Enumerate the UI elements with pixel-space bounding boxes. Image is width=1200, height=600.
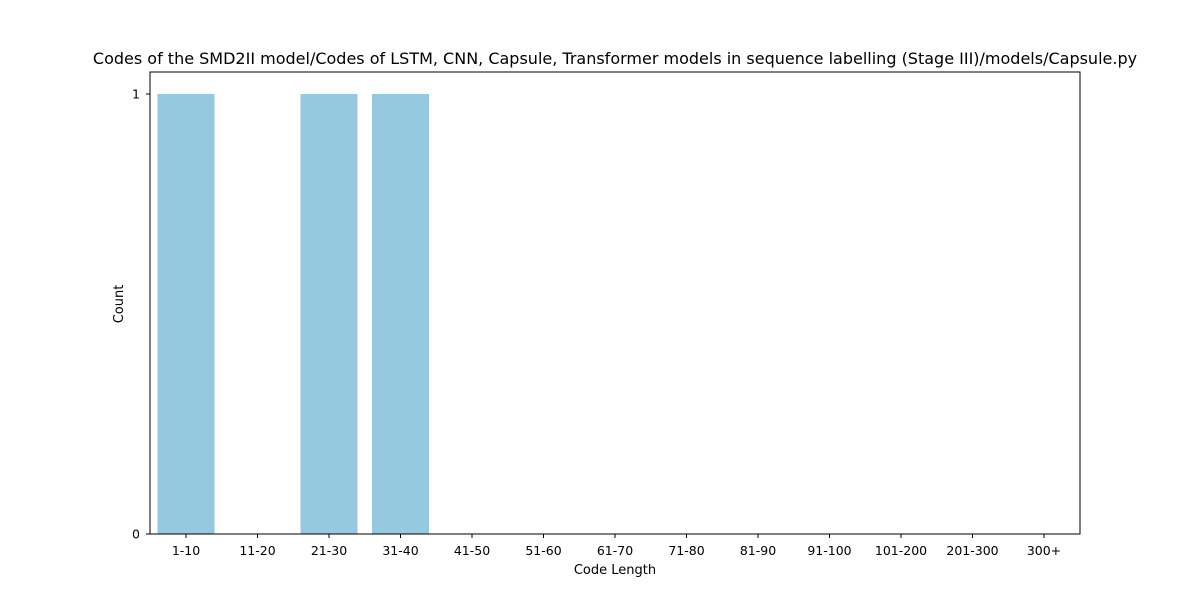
y-ticks-layer: 01 [132,87,150,542]
x-tick-label: 11-20 [239,543,275,558]
x-tick-label: 1-10 [172,543,200,558]
x-tick-label: 81-90 [740,543,776,558]
x-tick-label: 51-60 [525,543,561,558]
y-axis-label: Count [112,285,127,324]
chart-title: Codes of the SMD2II model/Codes of LSTM,… [93,49,1137,68]
bar-1-10 [157,94,215,534]
x-tick-label: 41-50 [454,543,490,558]
bar-21-30 [300,94,358,534]
x-tick-label: 91-100 [807,543,851,558]
x-tick-label: 201-300 [946,543,998,558]
x-tick-label: 71-80 [668,543,704,558]
x-tick-label: 101-200 [875,543,927,558]
x-tick-label: 300+ [1027,543,1061,558]
x-tick-label: 61-70 [597,543,633,558]
x-axis-label: Code Length [574,563,656,578]
bars-layer [157,94,429,534]
x-tick-label: 31-40 [382,543,418,558]
plot-frame [149,71,1081,535]
x-tick-label: 21-30 [311,543,347,558]
x-ticks-layer: 1-10 11-20 21-30 31-40 41-50 51-60 61-70 71-80 8… [172,534,1061,558]
y-tick-label: 1 [132,87,140,102]
y-tick-label: 0 [132,527,140,542]
bar-31-40 [372,94,429,534]
